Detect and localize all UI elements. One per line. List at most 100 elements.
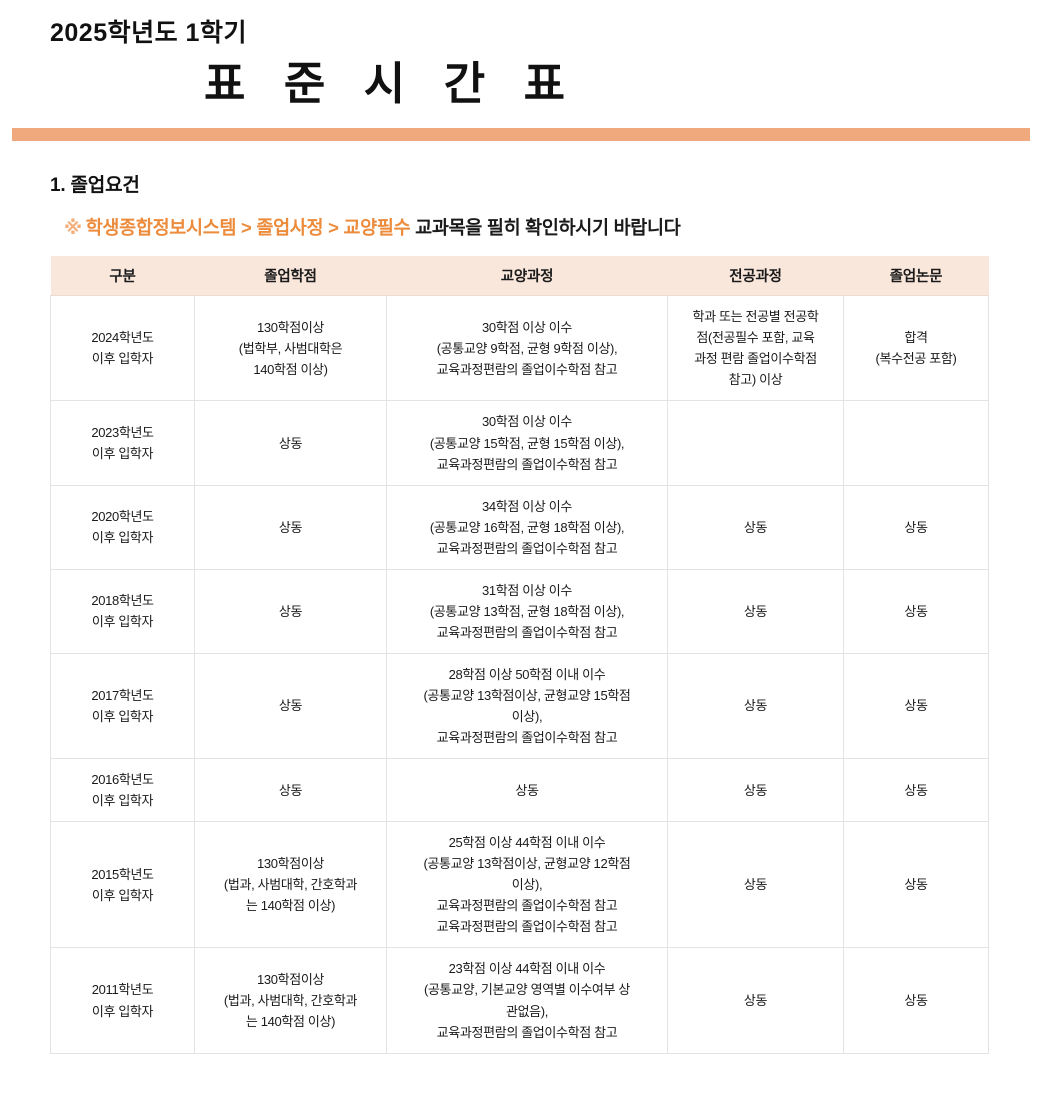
cell-text-line: 130학점이상 [256, 856, 325, 872]
cell-text-line: 상동 [278, 698, 303, 714]
cell-text-line: 교육과정편람의 졸업이수학점 참고 [436, 1024, 618, 1040]
cell-division: 2011학년도 이후 입학자 [50, 947, 195, 1054]
cell-text-line: 2023학년도 [91, 425, 154, 440]
cell-text-line: 34학점 이상 이수 [482, 498, 572, 514]
cell-major-curriculum: 상동 [667, 484, 844, 570]
cell-general-education: 23학점 이상 44학점 이내 이수 (공통교양, 기본교양 영역별 이수여부 상… [386, 947, 668, 1054]
table-body: 2024학년도 이후 입학자 130학점이상 (법학부, 사범대학은 140학점 이상)… [50, 295, 989, 1054]
cell-text-line: 이후 입학자 [91, 887, 154, 903]
cell-text-line: 상동 [278, 519, 303, 535]
graduation-requirements-table-wrap: 구분 졸업학점 교양과정 전공과정 졸업논문 2024학년도 이후 입학자 130학… [50, 256, 989, 1054]
document-header: 2025학년도 1학기 표 준 시 간 표 [0, 0, 1042, 142]
cell-major-curriculum: 상동 [667, 947, 844, 1054]
cell-text-line: 교육과정편람의 졸업이수학점 참고 [436, 540, 618, 556]
cell-graduation-thesis: 상동 [843, 568, 989, 654]
cell-graduation-thesis: 합격 (복수전공 포함) [843, 295, 989, 402]
cell-text-line: (법학부, 사범대학은 [238, 340, 343, 356]
cell-division: 2023학년도 이후 입학자 [50, 400, 195, 486]
cell-text-line: 는 140학점 이상) [245, 898, 336, 914]
table-row: 2017학년도 이후 입학자 상동 28학점 이상 50학점 이내 이수 (공통교양 1… [50, 652, 989, 760]
cell-text-line: (복수전공 포함) [875, 351, 957, 367]
cell-text-line: 이후 입학자 [91, 614, 154, 630]
cell-text-line: 23학점 이상 44학점 이내 이수 [448, 961, 606, 977]
cell-text-line: 2011학년도 [91, 982, 154, 998]
cell-graduation-thesis: 상동 [843, 484, 989, 570]
cell-text-line: 140학점 이상) [253, 361, 328, 377]
cell-text-line: (공통교양, 기본교양 영역별 이수여부 상 [423, 982, 631, 998]
cell-text-line: 2020학년도 [91, 509, 154, 525]
notice-line: ※ 학생종합정보시스템 > 졸업사정 > 교양필수 교과목을 필히 확인하시기 바… [64, 216, 1042, 240]
cell-text-line: 2018학년도 [91, 593, 154, 609]
cell-text-line: 교육과정편람의 졸업이수학점 참고 [436, 361, 618, 377]
cell-text-line: 이상), [511, 709, 543, 724]
table-row: 2018학년도 이후 입학자 상동 31학점 이상 이수 (공통교양 13학점, 균형 … [50, 568, 989, 654]
cell-text-line: 130학점이상 [256, 319, 325, 335]
cell-major-curriculum: 상동 [667, 821, 844, 949]
cell-text-line: 이후 입학자 [91, 793, 154, 809]
cell-text-line: 2015학년도 [91, 866, 154, 882]
column-header-graduation-credits: 졸업학점 [194, 256, 387, 297]
cell-graduation-credits: 상동 [194, 758, 387, 823]
cell-major-curriculum: 상동 [667, 758, 844, 823]
cell-text-line: 상동 [904, 603, 928, 619]
cell-text-line: 학과 또는 전공별 전공학 [692, 309, 819, 325]
cell-text-line: 이후 입학자 [91, 709, 154, 724]
orange-divider-rule [12, 128, 1030, 142]
cell-text-line: 이후 입학자 [91, 530, 154, 546]
cell-graduation-thesis: 상동 [843, 821, 989, 949]
cell-graduation-credits: 상동 [194, 652, 387, 760]
cell-text-line: 상동 [743, 519, 768, 535]
cell-text-line: 합격 [904, 330, 928, 346]
table-header: 구분 졸업학점 교양과정 전공과정 졸업논문 [50, 256, 989, 297]
cell-text-line: (공통교양 15학점, 균형 15학점 이상), [429, 435, 625, 451]
cell-graduation-thesis: 상동 [843, 652, 989, 760]
cell-text-line: 130학점이상 [256, 971, 325, 987]
cell-text-line: 관없음), [505, 1003, 549, 1019]
graduation-requirements-table: 구분 졸업학점 교양과정 전공과정 졸업논문 2024학년도 이후 입학자 130학… [50, 256, 989, 1054]
cell-major-curriculum: 학과 또는 전공별 전공학 점(전공필수 포함, 교육 과정 편람 졸업이수학점 참고… [667, 295, 844, 402]
cell-graduation-credits: 상동 [194, 400, 387, 486]
cell-text-line: 교육과정편람의 졸업이수학점 참고 [436, 919, 618, 935]
column-header-graduation-thesis: 졸업논문 [843, 256, 989, 297]
cell-text-line: 상동 [904, 519, 928, 535]
cell-graduation-credits: 130학점이상 (법과, 사범대학, 간호학과 는 140학점 이상) [194, 821, 387, 949]
cell-text-line: 상동 [904, 992, 928, 1008]
cell-general-education: 상동 [386, 758, 668, 823]
cell-text-line: 28학점 이상 50학점 이내 이수 [448, 666, 606, 682]
cell-major-curriculum [667, 400, 844, 486]
cell-text-line: (법과, 사범대학, 간호학과 [223, 992, 358, 1008]
page-title: 표 준 시 간 표 [203, 58, 578, 109]
cell-text-line: 30학점 이상 이수 [482, 319, 572, 335]
cell-general-education: 30학점 이상 이수 (공통교양 15학점, 균형 15학점 이상), 교육과정편람… [386, 400, 668, 486]
cell-general-education: 28학점 이상 50학점 이내 이수 (공통교양 13학점이상, 균형교양 15학… [386, 652, 668, 760]
cell-graduation-credits: 상동 [194, 568, 387, 654]
cell-text-line: 31학점 이상 이수 [482, 582, 572, 598]
cell-text-line: 참고) 이상 [728, 372, 783, 388]
cell-general-education: 31학점 이상 이수 (공통교양 13학점, 균형 18학점 이상), 교육과정편람… [386, 568, 668, 654]
cell-text-line: 는 140학점 이상) [245, 1014, 336, 1030]
cell-text-line: 상동 [278, 782, 303, 798]
cell-text-line: 상동 [278, 603, 303, 619]
cell-graduation-credits: 130학점이상 (법학부, 사범대학은 140학점 이상) [194, 295, 387, 402]
cell-text-line: 상동 [515, 782, 539, 798]
cell-text-line: 상동 [743, 877, 768, 893]
cell-text-line: (공통교양 13학점이상, 균형교양 15학점 [423, 687, 631, 703]
notice-tail-text: 교과목을 필히 확인하시기 바랍니다 [415, 217, 681, 239]
cell-text-line: 상동 [743, 782, 768, 798]
cell-text-line: (공통교양 13학점이상, 균형교양 12학점 [423, 856, 631, 872]
cell-text-line: (공통교양 16학점, 균형 18학점 이상), [429, 519, 625, 535]
cell-graduation-credits: 상동 [194, 484, 387, 570]
cell-text-line: 30학점 이상 이수 [482, 414, 572, 430]
cell-text-line: 점(전공필수 포함, 교육 [696, 330, 815, 346]
column-header-general-education: 교양과정 [386, 256, 668, 297]
section-heading-graduation-requirements: 1. 졸업요건 [50, 175, 140, 197]
cell-text-line: 상동 [904, 877, 928, 893]
cell-text-line: 2016학년도 [91, 772, 154, 788]
cell-major-curriculum: 상동 [667, 568, 844, 654]
